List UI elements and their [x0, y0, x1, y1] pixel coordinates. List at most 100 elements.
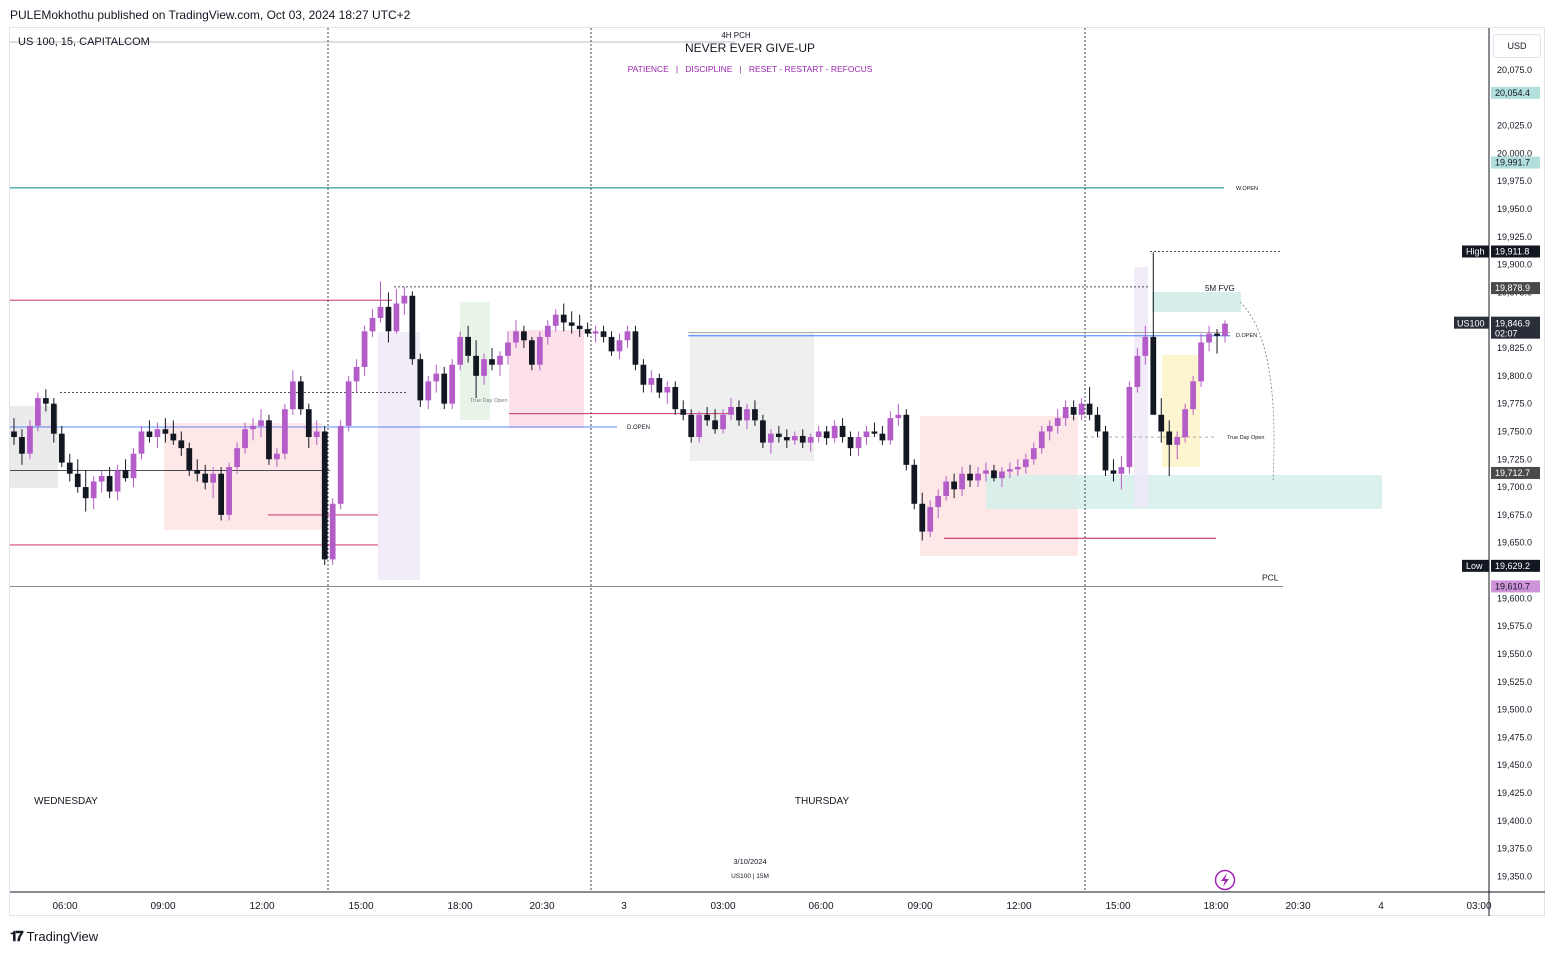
candle-body — [465, 336, 471, 356]
price-tick-label: 19,825.0 — [1497, 343, 1532, 353]
candle-body — [704, 414, 711, 421]
candle-body — [1022, 459, 1029, 468]
candle-body — [1070, 406, 1077, 415]
d-open-prev-label: D.OPEN — [627, 425, 650, 431]
candle-body — [122, 470, 129, 479]
candle-body — [1142, 336, 1149, 356]
candle-body — [393, 303, 400, 332]
candle-body — [297, 381, 304, 410]
candle-body — [138, 431, 145, 454]
candle-body — [441, 373, 448, 404]
candle-body — [1046, 425, 1053, 432]
price-tick-label: 19,425.0 — [1497, 788, 1532, 798]
candle-body — [1054, 418, 1061, 426]
currency-button[interactable]: USD — [1493, 34, 1541, 58]
candle-body — [1110, 470, 1117, 474]
session-separators — [10, 28, 1086, 892]
price-badge: 19,610.7 — [1495, 581, 1530, 591]
candle-body — [377, 306, 384, 318]
candle-body — [999, 471, 1005, 479]
candle-body — [210, 473, 217, 483]
watermark-symbol: US100 | 15M — [731, 873, 769, 880]
time-tick-label: 20:30 — [1285, 901, 1310, 912]
price-tick-label: 19,475.0 — [1497, 732, 1532, 742]
candle-body — [218, 473, 225, 515]
current-price: 19,846.9 — [1495, 319, 1530, 329]
d-open-label: D.OPEN — [1236, 333, 1257, 339]
candle-body — [1198, 342, 1204, 382]
candle-body — [43, 398, 49, 404]
candle-body — [616, 340, 623, 352]
price-tick-label: 19,575.0 — [1497, 621, 1532, 631]
day-label-wednesday: WEDNESDAY — [34, 796, 98, 807]
candle-body — [760, 420, 766, 443]
pcl-label: PCL — [1262, 572, 1279, 582]
candle-body — [234, 448, 240, 468]
price-tick-label: 19,525.0 — [1497, 677, 1532, 687]
tradingview-mark-icon: 𝟏𝟕 — [10, 928, 24, 944]
price-tick-label: 19,700.0 — [1497, 482, 1532, 492]
true-day-open-prev-label: True Day Open — [470, 398, 507, 404]
candle-body — [329, 503, 336, 560]
candle-body — [680, 409, 687, 415]
replay-icon[interactable] — [1214, 869, 1236, 891]
time-tick-label: 3 — [621, 901, 627, 912]
candle-body — [178, 440, 185, 449]
price-tick-label: 19,550.0 — [1497, 649, 1532, 659]
low-label: Low — [1466, 561, 1483, 571]
candle-body — [202, 473, 209, 483]
candle-body — [991, 470, 997, 479]
candle-body — [1182, 409, 1189, 438]
symbol-label: US 100, 15, CAPITALCOM — [18, 36, 150, 48]
candle-body — [1118, 467, 1125, 474]
time-tick-label: 4 — [1378, 901, 1384, 912]
candle-body — [425, 381, 432, 401]
candle-body — [847, 437, 854, 449]
candle-body — [1150, 336, 1157, 415]
candle-body — [513, 331, 519, 343]
candle-body — [640, 364, 647, 385]
zones-layer — [10, 267, 1382, 580]
candle-body — [863, 431, 870, 438]
candle-body — [90, 481, 97, 499]
candle-body — [274, 453, 280, 460]
candle-body — [919, 503, 926, 532]
candle-body — [823, 431, 830, 439]
candle-body — [98, 475, 105, 482]
candle-body — [544, 325, 551, 337]
candle-body — [282, 409, 288, 454]
time-tick-label: 06:00 — [52, 901, 77, 912]
candle-body — [672, 386, 679, 410]
candle-body — [258, 420, 264, 426]
watermark-tagline: PATIENCE | DISCIPLINE | RESET - RESTART … — [628, 64, 873, 74]
candle-body — [568, 322, 575, 326]
price-tick-label: 19,775.0 — [1497, 399, 1532, 409]
candle-body — [935, 495, 942, 508]
candle-body — [353, 366, 360, 382]
candle-body — [74, 473, 81, 488]
candle-body — [457, 336, 464, 365]
symbol-badge: US100 — [1457, 319, 1485, 329]
price-tick-label: 20,075.0 — [1497, 65, 1532, 75]
price-tick-label: 19,400.0 — [1497, 816, 1532, 826]
candle-body — [1007, 469, 1013, 472]
price-tick-label: 19,675.0 — [1497, 510, 1532, 520]
candle-body — [305, 409, 312, 438]
price-badge-bg — [1491, 466, 1540, 479]
candle-body — [345, 381, 352, 426]
candle-body — [433, 373, 440, 382]
publisher-header: PULEMokhothu published on TradingView.co… — [10, 8, 411, 22]
countdown: 02:07 — [1495, 329, 1518, 339]
time-tick-label: 09:00 — [150, 901, 175, 912]
candle-body — [409, 295, 416, 360]
candle-body — [27, 425, 33, 454]
candle-body — [783, 437, 790, 441]
candle-body — [194, 470, 201, 474]
price-tick-label: 19,950.0 — [1497, 204, 1532, 214]
zone-box — [509, 330, 584, 428]
candle-body — [170, 433, 177, 441]
price-tick-label: 19,900.0 — [1497, 260, 1532, 270]
price-badge: 19,991.7 — [1495, 158, 1530, 168]
tradingview-logo[interactable]: 𝟏𝟕 TradingView — [10, 928, 98, 945]
